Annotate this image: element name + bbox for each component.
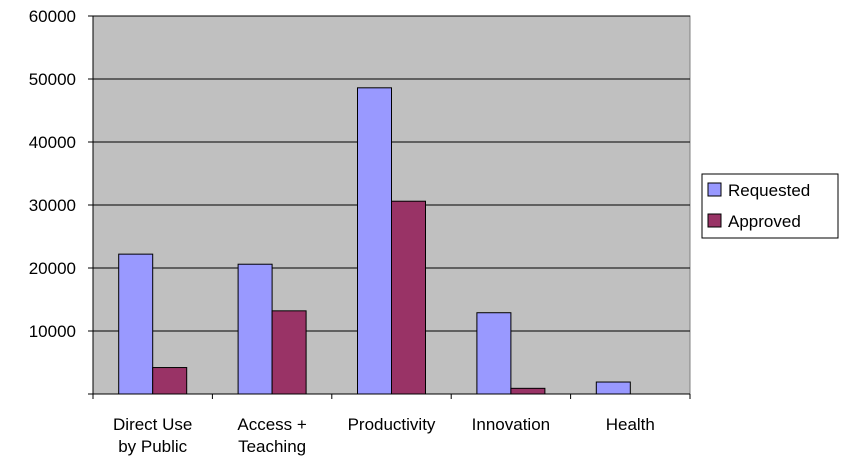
bar-approved [152, 367, 188, 395]
y-tick-label: 30000 [29, 196, 76, 215]
bar-approved [510, 387, 546, 395]
legend-swatch-approved [707, 213, 722, 228]
x-tick-label: Direct Use [113, 415, 192, 434]
x-tick-label: Innovation [472, 415, 550, 434]
bar-requested [118, 253, 154, 395]
bar-requested [357, 87, 392, 395]
x-tick-label: Teaching [238, 437, 306, 456]
legend-label-requested: Requested [728, 181, 810, 200]
legend-swatch-requested [707, 182, 722, 197]
x-tick-label: Productivity [348, 415, 436, 434]
x-tick-label: Health [606, 415, 655, 434]
bar-approved [271, 310, 307, 395]
legend: Requested Approved [701, 173, 839, 239]
bar-requested [595, 381, 631, 395]
y-tick-label: 40000 [29, 133, 76, 152]
bar-requested [476, 312, 512, 395]
y-tick-label: 10000 [29, 322, 76, 341]
axes: 10000 20000 30000 40000 50000 60000 Direct Use… [29, 7, 691, 456]
y-tick-label: 60000 [29, 7, 76, 26]
x-tick-label: Access + [237, 415, 307, 434]
y-tick-label: 50000 [29, 70, 76, 89]
y-tick-label: 20000 [29, 259, 76, 278]
x-tick-label: by Public [118, 437, 187, 456]
legend-label-approved: Approved [728, 212, 801, 231]
bar-approved [391, 200, 426, 395]
grid-lines [93, 15, 690, 332]
bar-requested [237, 263, 273, 395]
bars [118, 87, 631, 395]
legend-box [701, 173, 839, 239]
